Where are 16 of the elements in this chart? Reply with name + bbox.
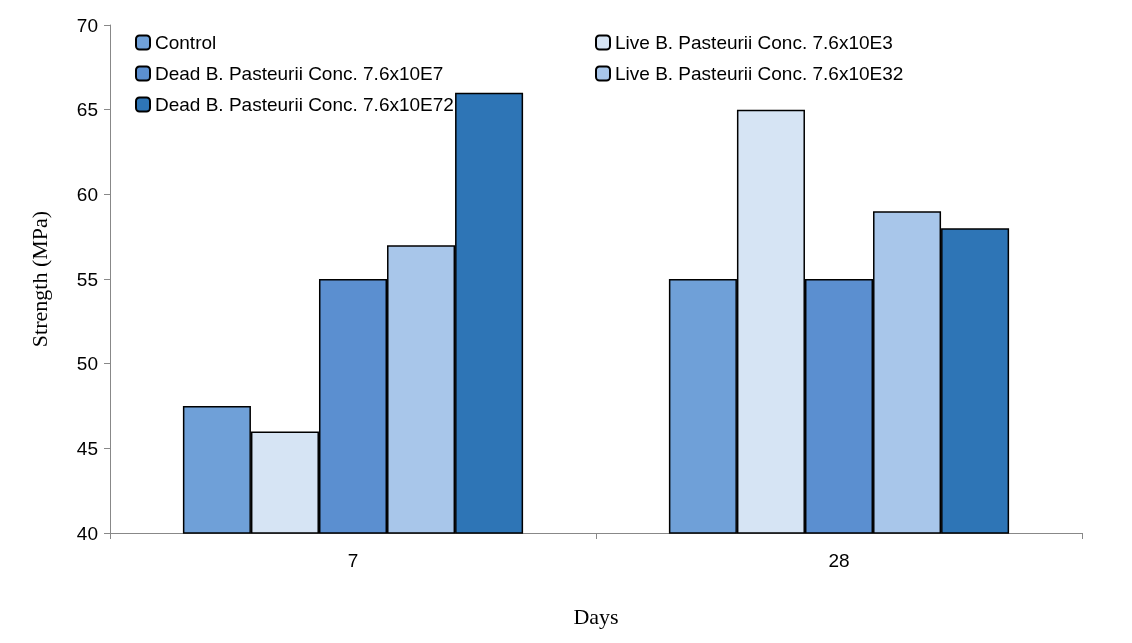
y-tick-label: 65 (76, 99, 98, 121)
y-tick-label: 50 (76, 353, 98, 375)
legend-label: Control (155, 32, 217, 53)
x-axis-title: Days (573, 603, 619, 629)
legend-label: Dead B. Pasteurii Conc. 7.6x10E72 (155, 94, 454, 115)
y-tick-label: 55 (76, 268, 98, 290)
legend-label: Dead B. Pasteurii Conc. 7.6x10E7 (155, 63, 444, 84)
y-tick-label: 70 (76, 14, 98, 36)
y-axis-title: Strength (MPa) (26, 210, 52, 348)
y-tick-label: 40 (76, 522, 98, 544)
legend-label: Live B. Pasteurii Conc. 7.6x10E3 (615, 32, 893, 53)
y-tick-label: 60 (76, 183, 98, 205)
x-tick-label: 28 (828, 550, 850, 571)
x-tick-label: 7 (347, 550, 359, 571)
y-tick-label: 45 (76, 437, 98, 459)
legend-label: Live B. Pasteurii Conc. 7.6x10E32 (615, 63, 904, 84)
